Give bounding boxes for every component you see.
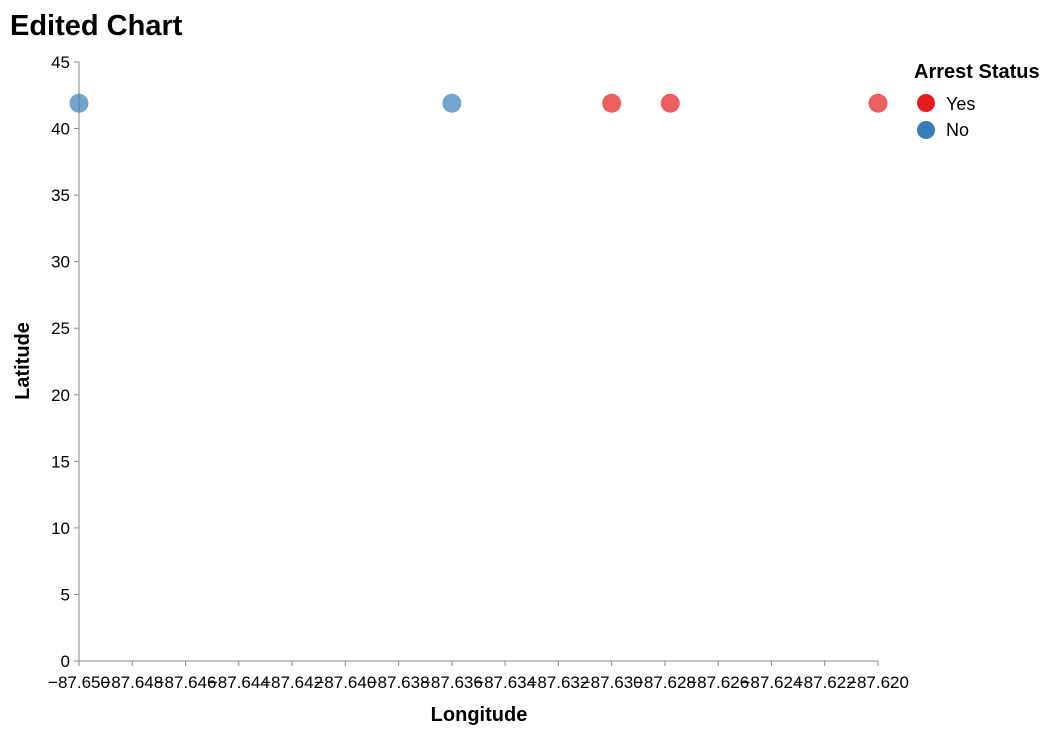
y-tick-label: 10 — [51, 519, 70, 538]
x-tick-label: −87.644 — [208, 673, 270, 692]
legend-title: Arrest Status — [914, 61, 1040, 83]
y-tick-label: 45 — [51, 53, 70, 72]
x-tick-label: −87.634 — [474, 673, 536, 692]
x-tick-label: −87.648 — [101, 673, 163, 692]
x-tick-label: −87.628 — [634, 673, 696, 692]
y-tick-label: 0 — [61, 652, 70, 671]
data-point-yes — [868, 93, 888, 113]
y-axis-title: Latitude — [12, 322, 34, 400]
data-point-yes — [660, 93, 680, 113]
legend-label-no: No — [946, 120, 969, 140]
y-tick-label: 5 — [61, 585, 70, 604]
x-tick-label: −87.622 — [794, 673, 856, 692]
chart-title: Edited Chart — [10, 10, 183, 42]
y-tick-label: 30 — [51, 253, 70, 272]
x-tick-label: −87.646 — [155, 673, 217, 692]
y-tick-label: 20 — [51, 386, 70, 405]
legend: Arrest Status Yes No — [914, 61, 1040, 140]
data-points — [69, 93, 888, 113]
legend-label-yes: Yes — [946, 94, 975, 114]
y-tick-label: 35 — [51, 186, 70, 205]
x-tick-label: −87.620 — [847, 673, 909, 692]
x-tick-label: −87.638 — [368, 673, 430, 692]
x-tick-label: −87.642 — [261, 673, 323, 692]
data-point-no — [442, 93, 462, 113]
data-point-yes — [602, 93, 622, 113]
x-tick-label: −87.624 — [740, 673, 802, 692]
y-tick-label: 40 — [51, 120, 70, 139]
legend-swatch-no — [917, 121, 935, 139]
x-tick-label: −87.630 — [581, 673, 643, 692]
x-tick-label: −87.626 — [687, 673, 749, 692]
x-tick-label: −87.640 — [314, 673, 376, 692]
x-tick-label: −87.650 — [48, 673, 110, 692]
data-point-no — [69, 93, 89, 113]
legend-swatch-yes — [917, 94, 935, 112]
x-axis-title: Longitude — [431, 704, 528, 726]
axes: 051015202530354045−87.650−87.648−87.646−… — [48, 53, 909, 692]
y-tick-label: 15 — [51, 452, 70, 471]
x-tick-label: −87.632 — [527, 673, 589, 692]
x-tick-label: −87.636 — [421, 673, 483, 692]
y-tick-label: 25 — [51, 319, 70, 338]
